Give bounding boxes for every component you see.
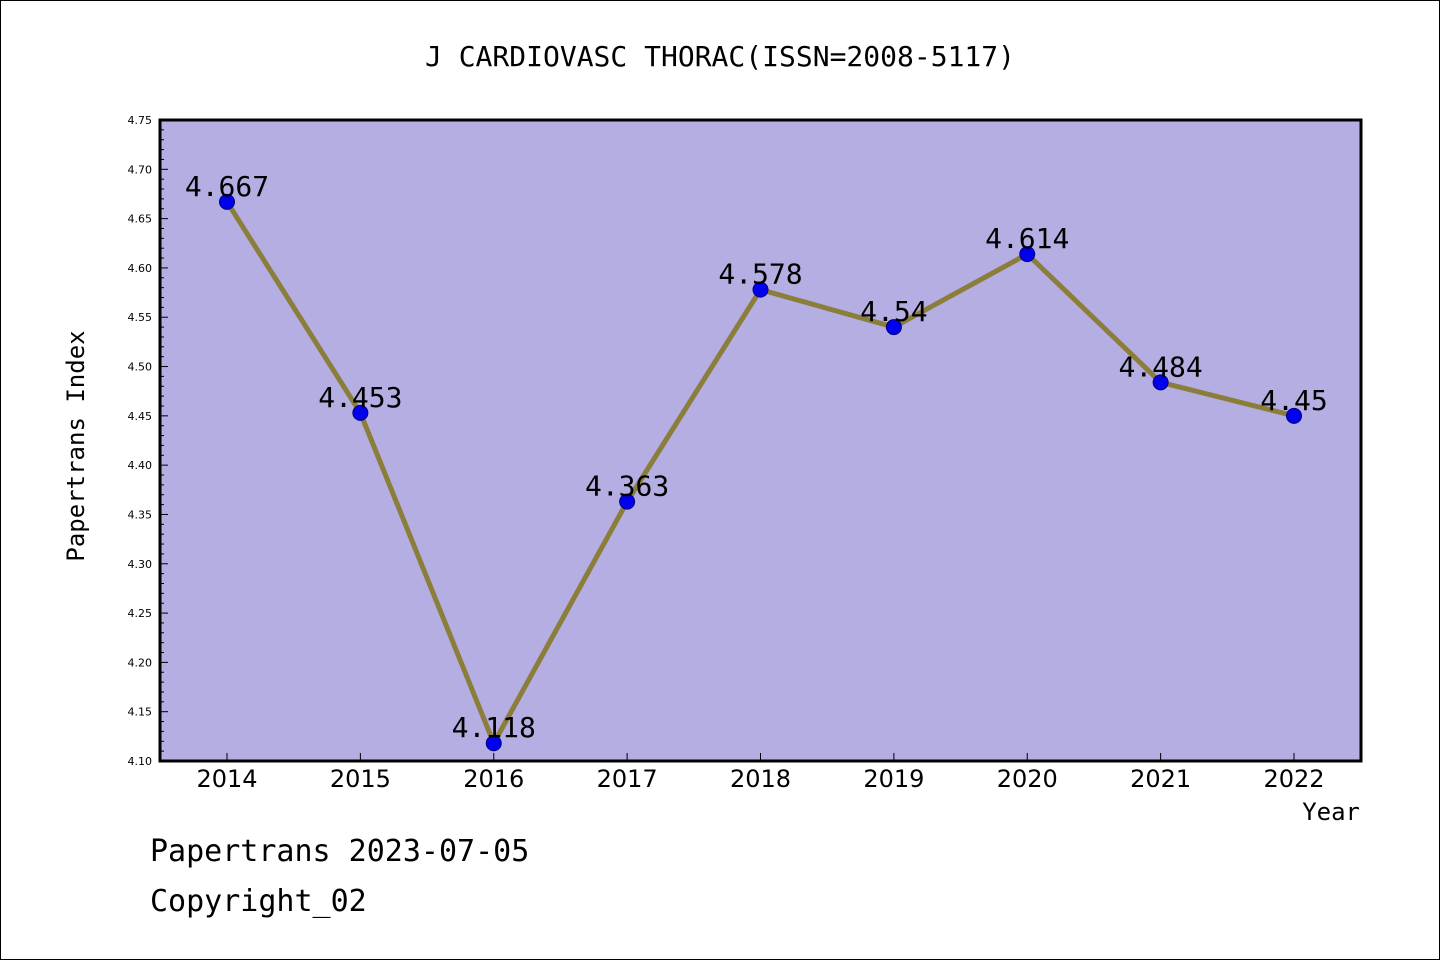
- y-tick-label: 4.65: [128, 213, 153, 226]
- x-tick-label: 2018: [730, 765, 791, 793]
- y-tick-label: 4.75: [128, 114, 153, 127]
- data-point: [485, 735, 502, 752]
- data-point: [1286, 407, 1302, 424]
- y-tick-label: 4.20: [128, 656, 153, 669]
- data-label: 4.54: [860, 295, 927, 328]
- plot-border: [158, 118, 1363, 763]
- chart-title: J CARDIOVASC THORAC(ISSN=2008-5117): [425, 40, 1015, 73]
- data-point: [219, 193, 235, 210]
- x-tick-label: 2021: [1130, 765, 1191, 793]
- x-axis-label: Year: [1302, 798, 1360, 826]
- data-labels: 4.667 4.453 4.118 4.363 4.578 4.54 4.614 4.484 4…: [185, 170, 1328, 744]
- y-axis: 4.10 4.15 4.20 4.25 4.30 4.35 4.40 4.45 4.50 4.55…: [128, 114, 168, 768]
- y-tick-label: 4.70: [128, 163, 153, 176]
- data-point: [752, 281, 769, 298]
- y-axis-label: Papertrans Index: [62, 330, 90, 561]
- series-line: [219, 193, 1302, 752]
- y-tick-label: 4.10: [128, 755, 153, 768]
- data-point: [352, 404, 369, 421]
- data-label: 4.667: [185, 170, 269, 203]
- y-tick-label: 4.55: [128, 311, 153, 324]
- x-axis: 2014 2015 2016 2017 2018 2019 2020 2021 2022: [196, 753, 1325, 793]
- data-label: 4.118: [452, 711, 536, 744]
- y-tick-label: 4.35: [128, 508, 153, 521]
- data-label: 4.484: [1118, 350, 1202, 383]
- plot-area: [160, 120, 1361, 761]
- data-point: [885, 319, 902, 336]
- data-label: 4.453: [318, 381, 402, 414]
- x-tick-label: 2016: [463, 765, 524, 793]
- footer-copyright: Copyright_02: [150, 884, 367, 919]
- x-tick-label: 2022: [1263, 765, 1324, 793]
- data-label: 4.578: [718, 258, 802, 291]
- y-tick-label: 4.60: [128, 262, 153, 275]
- data-label: 4.614: [985, 222, 1069, 255]
- footer-date: Papertrans 2023-07-05: [150, 834, 530, 869]
- data-point: [1019, 246, 1036, 263]
- x-tick-label: 2015: [330, 765, 391, 793]
- y-tick-label: 4.45: [128, 410, 153, 423]
- data-point: [1152, 374, 1169, 391]
- x-tick-label: 2020: [997, 765, 1058, 793]
- y-tick-label: 4.40: [128, 459, 153, 472]
- data-label: 4.45: [1260, 384, 1327, 417]
- y-tick-label: 4.15: [128, 706, 153, 719]
- y-tick-label: 4.50: [128, 361, 153, 374]
- x-tick-label: 2019: [863, 765, 924, 793]
- y-tick-label: 4.30: [128, 558, 153, 571]
- y-tick-label: 4.25: [128, 607, 153, 620]
- data-label: 4.363: [585, 470, 669, 503]
- data-point: [619, 493, 636, 510]
- x-tick-label: 2017: [597, 765, 658, 793]
- x-tick-label: 2014: [196, 765, 257, 793]
